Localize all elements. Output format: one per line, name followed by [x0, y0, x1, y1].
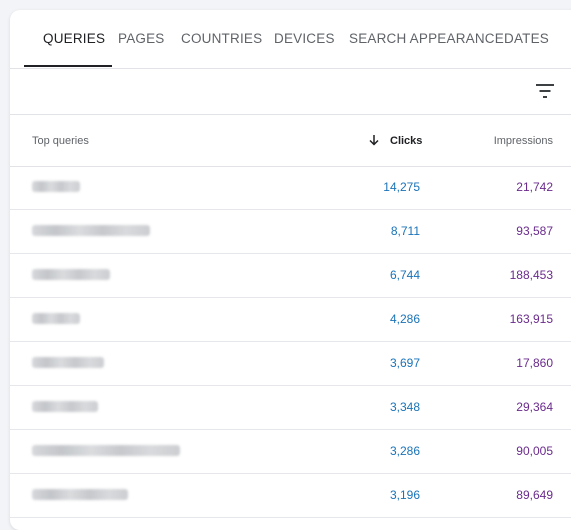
table-row[interactable]: 4,286 163,915 [10, 298, 571, 342]
tab-pages[interactable]: PAGES [118, 31, 165, 46]
performance-table-card: QUERIES PAGES COUNTRIES DEVICES SEARCH A… [10, 10, 571, 530]
arrow-down-icon [369, 135, 379, 146]
clicks-value: 3,348 [389, 400, 420, 414]
table-row[interactable]: 3,286 90,005 [10, 430, 571, 474]
impressions-value: 163,915 [509, 312, 553, 326]
clicks-value: 14,275 [383, 180, 420, 194]
impressions-value: 93,587 [516, 224, 553, 238]
clicks-value: 4,286 [389, 312, 420, 326]
column-header-impressions[interactable]: Impressions [493, 135, 553, 147]
clicks-value: 3,697 [389, 356, 420, 370]
redacted-query [32, 269, 110, 280]
tab-search-appearance[interactable]: SEARCH APPEARANCE [349, 31, 504, 46]
redacted-query [32, 313, 80, 324]
column-header-clicks-label: Clicks [390, 135, 423, 147]
clicks-value: 8,711 [390, 224, 420, 238]
redacted-query [32, 445, 180, 456]
column-header-top-queries: Top queries [32, 135, 89, 147]
dimension-tabs: QUERIES PAGES COUNTRIES DEVICES SEARCH A… [10, 10, 571, 69]
table-row[interactable]: 6,744 188,453 [10, 254, 571, 298]
tab-dates[interactable]: DATES [504, 31, 550, 46]
clicks-value: 3,286 [389, 444, 420, 458]
table-header: Top queries Clicks Impressions [10, 115, 571, 167]
filter-icon[interactable] [536, 84, 554, 98]
impressions-value: 29,364 [516, 400, 553, 414]
redacted-query [32, 181, 80, 192]
redacted-query [32, 225, 150, 236]
filter-bar [10, 69, 571, 115]
clicks-value: 3,196 [389, 488, 420, 502]
clicks-value: 6,744 [389, 268, 420, 282]
column-header-clicks[interactable]: Clicks [368, 132, 423, 148]
redacted-query [32, 357, 104, 368]
impressions-value: 21,742 [516, 180, 553, 194]
impressions-value: 17,860 [516, 356, 553, 370]
table-row[interactable]: 3,697 17,860 [10, 342, 571, 386]
tab-devices[interactable]: DEVICES [274, 31, 335, 46]
redacted-query [32, 401, 98, 412]
table-body: 14,275 21,742 8,711 93,587 6,744 188,453… [10, 166, 571, 518]
table-row[interactable]: 3,196 89,649 [10, 474, 571, 518]
impressions-value: 188,453 [509, 268, 553, 282]
active-tab-indicator [24, 65, 112, 67]
table-row[interactable]: 8,711 93,587 [10, 210, 571, 254]
tab-countries[interactable]: COUNTRIES [181, 31, 263, 46]
redacted-query [32, 489, 128, 500]
table-row[interactable]: 14,275 21,742 [10, 166, 571, 210]
impressions-value: 89,649 [516, 488, 553, 502]
tab-queries[interactable]: QUERIES [43, 31, 106, 46]
impressions-value: 90,005 [516, 444, 553, 458]
table-row[interactable]: 3,348 29,364 [10, 386, 571, 430]
